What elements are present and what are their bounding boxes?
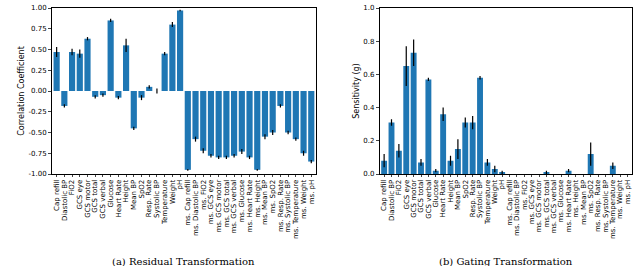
svg-text:FiO2: FiO2	[68, 180, 76, 195]
svg-text:Temperature: Temperature	[161, 180, 169, 225]
svg-text:GCS motor: GCS motor	[84, 180, 92, 218]
svg-text:GCS verbal: GCS verbal	[425, 180, 433, 219]
svg-text:1.0: 1.0	[363, 4, 374, 12]
svg-text:Glucose: Glucose	[107, 180, 115, 208]
svg-text:Diastolic BP: Diastolic BP	[61, 180, 69, 221]
svg-text:0.2: 0.2	[363, 137, 374, 145]
svg-text:ms. Diastolic BP: ms. Diastolic BP	[192, 180, 200, 236]
svg-text:ms. GCS total: ms. GCS total	[543, 180, 551, 228]
svg-text:ms. GCS verbal: ms. GCS verbal	[550, 180, 558, 234]
svg-text:Weight: Weight	[169, 179, 177, 204]
svg-text:Resp. Rate: Resp. Rate	[146, 180, 154, 217]
svg-text:-0.75: -0.75	[29, 150, 47, 158]
svg-text:(b) Gating Transformation: (b) Gating Transformation	[439, 256, 573, 266]
svg-text:GCS eye: GCS eye	[76, 180, 84, 210]
svg-text:Heart Rate: Heart Rate	[115, 180, 123, 218]
svg-text:Glucose: Glucose	[432, 180, 440, 208]
svg-text:ms. GCS motor: ms. GCS motor	[215, 180, 223, 233]
svg-text:ms. FiO2: ms. FiO2	[200, 180, 208, 210]
svg-text:SpO2: SpO2	[462, 180, 470, 199]
svg-text:ms. SpO2: ms. SpO2	[269, 180, 277, 214]
svg-text:ms. FiO2: ms. FiO2	[521, 180, 529, 210]
svg-text:-0.25: -0.25	[29, 108, 47, 116]
svg-text:ms. Temperature: ms. Temperature	[609, 180, 617, 239]
svg-text:0.0: 0.0	[363, 170, 374, 178]
svg-text:Systolic BP: Systolic BP	[476, 180, 484, 218]
svg-text:(a) Residual Transformation: (a) Residual Transformation	[112, 256, 255, 266]
svg-text:ms. pH: ms. pH	[624, 180, 632, 205]
svg-text:GCS motor: GCS motor	[410, 180, 418, 218]
svg-text:pH: pH	[498, 180, 506, 190]
svg-text:Heart Rate: Heart Rate	[439, 180, 447, 218]
svg-text:Correlation Coefficient: Correlation Coefficient	[17, 46, 26, 136]
svg-text:Cap refill: Cap refill	[53, 180, 61, 211]
svg-text:ms. GCS verbal: ms. GCS verbal	[230, 180, 238, 234]
svg-text:Temperature: Temperature	[484, 180, 492, 225]
svg-text:ms. GCS total: ms. GCS total	[223, 180, 231, 228]
svg-text:Weight: Weight	[491, 179, 499, 204]
svg-text:Sensitivity (g): Sensitivity (g)	[352, 63, 361, 119]
svg-text:ms. Height: ms. Height	[572, 179, 580, 217]
svg-text:Mean BP: Mean BP	[130, 180, 138, 210]
svg-text:ms. Mean BP: ms. Mean BP	[580, 180, 588, 225]
svg-text:ms. Systolic BP: ms. Systolic BP	[602, 180, 610, 233]
svg-text:ms. Cap refill: ms. Cap refill	[506, 180, 514, 226]
svg-text:ms. Heart Rate: ms. Heart Rate	[246, 180, 254, 233]
svg-text:0.4: 0.4	[363, 104, 375, 112]
svg-text:Diastolic BP: Diastolic BP	[388, 180, 396, 221]
svg-text:ms. SpO2: ms. SpO2	[587, 180, 595, 214]
svg-text:0.50: 0.50	[31, 46, 47, 54]
svg-text:GCS verbal: GCS verbal	[99, 180, 107, 219]
svg-text:-1.00: -1.00	[29, 170, 47, 178]
svg-text:ms. GCS eye: ms. GCS eye	[207, 180, 215, 225]
svg-text:Mean BP: Mean BP	[454, 180, 462, 210]
svg-text:GCS total: GCS total	[91, 180, 99, 213]
svg-text:ms. GCS motor: ms. GCS motor	[535, 180, 543, 233]
svg-text:ms. pH: ms. pH	[308, 180, 316, 205]
svg-text:ms. Weight: ms. Weight	[300, 179, 308, 219]
svg-text:FiO2: FiO2	[395, 180, 403, 195]
svg-text:GCS total: GCS total	[417, 180, 425, 213]
svg-text:-0.50: -0.50	[29, 129, 47, 137]
svg-text:ms. Height: ms. Height	[254, 179, 262, 217]
svg-text:0.75: 0.75	[31, 25, 47, 33]
svg-text:ms. Resp. Rate: ms. Resp. Rate	[594, 180, 602, 232]
svg-text:ms. Cap refill: ms. Cap refill	[184, 180, 192, 226]
svg-text:SpO2: SpO2	[138, 180, 146, 199]
svg-text:0.6: 0.6	[363, 71, 375, 79]
svg-text:0.8: 0.8	[363, 38, 374, 46]
svg-text:1.00: 1.00	[31, 4, 47, 12]
svg-text:ms. Glucose: ms. Glucose	[238, 180, 246, 223]
svg-text:GCS eye: GCS eye	[403, 180, 411, 210]
svg-text:Height: Height	[122, 179, 130, 202]
svg-text:ms. GCS eye: ms. GCS eye	[528, 180, 536, 225]
svg-text:ms. Resp. Rate: ms. Resp. Rate	[277, 180, 285, 232]
svg-text:Resp. Rate: Resp. Rate	[469, 180, 477, 217]
svg-text:ms. Diastolic BP: ms. Diastolic BP	[513, 180, 521, 236]
svg-text:Systolic BP: Systolic BP	[153, 180, 161, 218]
svg-text:Cap refill: Cap refill	[380, 180, 388, 211]
svg-text:ms. Weight: ms. Weight	[616, 179, 624, 219]
svg-text:Height: Height	[447, 179, 455, 202]
svg-text:0.00: 0.00	[31, 87, 47, 95]
svg-text:ms. Temperature: ms. Temperature	[292, 180, 300, 239]
svg-text:ms. Heart Rate: ms. Heart Rate	[565, 180, 573, 233]
svg-text:pH: pH	[176, 180, 184, 190]
svg-text:0.25: 0.25	[31, 67, 47, 75]
svg-text:ms. Systolic BP: ms. Systolic BP	[284, 180, 292, 233]
svg-text:ms. Mean BP: ms. Mean BP	[261, 180, 269, 225]
svg-text:ms. Glucose: ms. Glucose	[557, 180, 565, 223]
